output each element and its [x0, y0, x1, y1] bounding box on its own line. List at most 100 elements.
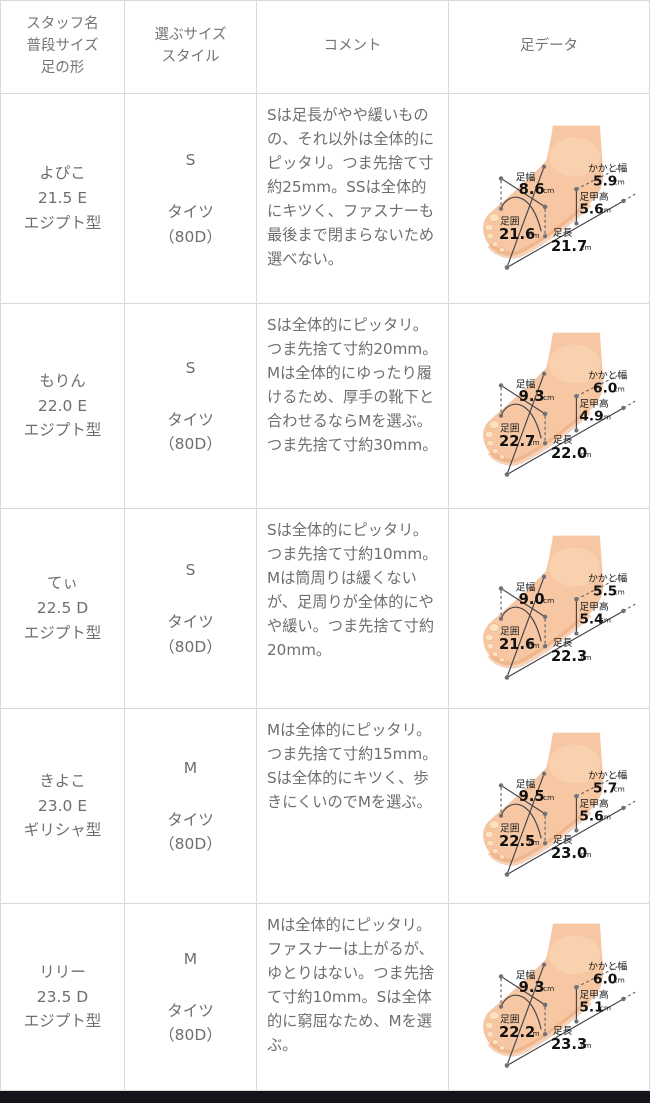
foot-measurement-diagram: 足幅 8.6 cm かかと幅 5.9 cm 足甲高 5.6 cm 足囲 21.6… — [483, 125, 636, 270]
header-staff-label: スタッフ名 普段サイズ 足の形 — [26, 16, 99, 76]
chosen-denier: （80D） — [159, 835, 222, 853]
comment-cell: Sは全体的にピッタリ。つま先捨て寸約20mm。Mは全体的にゆったり履けるため、厚… — [256, 304, 448, 509]
fit-comment: Sは足長がやや緩いものの、それ以外は全体的にピッタリ。つま先捨て寸約25mm。S… — [267, 106, 435, 269]
measurement-lines — [498, 962, 636, 1068]
measurement-labels: 足幅 9.3 cm かかと幅 6.0 cm 足甲高 4.9 cm 足囲 22.7… — [499, 369, 627, 462]
foot-length-label: 足長 — [553, 434, 573, 446]
heel-width-label: かかと幅 — [588, 960, 627, 973]
instep-height-unit: cm — [600, 205, 611, 214]
foot-girth-unit: cm — [528, 1029, 539, 1038]
foot-length-value: 23.3 — [551, 1036, 587, 1053]
table-row: もりん 22.0 E エジプト型 S タイツ （80D） Sは全体的にピッタリ。… — [0, 304, 650, 509]
foot-girth-value: 22.7 — [499, 433, 535, 450]
measurement-labels: 足幅 9.3 cm かかと幅 6.0 cm 足甲高 5.1 cm 足囲 22.2… — [499, 960, 627, 1053]
table-body: よぴこ 21.5 E エジプト型 S タイツ （80D） Sは足長がやや緩いもの… — [0, 94, 650, 1091]
foot-girth-value: 22.5 — [499, 833, 535, 850]
foot-width-unit: cm — [543, 596, 554, 605]
staff-name: てぃ — [46, 574, 78, 593]
foot-length-label: 足長 — [553, 1025, 573, 1037]
staff-usual-size: 22.5 D — [36, 599, 89, 618]
foot-width-unit: cm — [543, 186, 554, 195]
fit-comment: Mは全体的にピッタリ。つま先捨て寸約15mm。Sは全体的にキツく、歩きにくいので… — [267, 721, 438, 812]
foot-length-value: 23.0 — [551, 845, 587, 862]
chosen-size: S — [185, 561, 196, 580]
heel-width-unit: cm — [614, 975, 625, 984]
heel-width-unit: cm — [614, 177, 625, 186]
foot-girth-unit: cm — [528, 641, 539, 650]
foot-girth-value: 22.2 — [499, 1024, 535, 1041]
foot-data-cell: 足幅 9.3 cm かかと幅 6.0 cm 足甲高 5.1 cm 足囲 22.2… — [448, 904, 650, 1091]
chosen-size-cell: S タイツ （80D） — [124, 304, 256, 509]
foot-girth-label: 足囲 — [500, 1013, 520, 1025]
chosen-style: タイツ — [167, 1001, 214, 1020]
instep-height-label: 足甲高 — [579, 599, 609, 612]
measurement-lines — [498, 771, 636, 877]
foot-girth-label: 足囲 — [500, 422, 520, 434]
staff-cell: よぴこ 21.5 E エジプト型 — [0, 94, 124, 304]
foot-illustration — [483, 332, 604, 466]
heel-width-label: かかと幅 — [588, 571, 627, 584]
bottom-dark-bar — [0, 1091, 650, 1103]
staff-foot-shape: エジプト型 — [23, 213, 102, 232]
table-header-row: スタッフ名 普段サイズ 足の形 選ぶサイズ スタイル コメント 足データ — [0, 1, 650, 94]
instep-height-label: 足甲高 — [579, 797, 609, 810]
heel-width-value: 6.0 — [593, 971, 617, 987]
measurement-lines — [498, 371, 636, 477]
foot-width-unit: cm — [543, 793, 554, 802]
staff-usual-size: 21.5 E — [37, 189, 88, 208]
instep-height-unit: cm — [600, 615, 611, 624]
foot-girth-label: 足囲 — [500, 822, 520, 834]
foot-length-unit: cm — [580, 850, 591, 859]
instep-height-value: 4.9 — [579, 409, 603, 425]
foot-width-label: 足幅 — [516, 170, 536, 183]
fit-comment: Sは全体的にピッタリ。つま先捨て寸約10mm。Mは筒周りは緩くないが、足周りが全… — [267, 521, 438, 660]
staff-usual-size: 22.0 E — [37, 396, 88, 415]
foot-length-label: 足長 — [553, 227, 573, 239]
staff-foot-shape: エジプト型 — [23, 421, 102, 440]
heel-width-value: 6.0 — [593, 380, 617, 396]
measurement-labels: 足幅 9.5 cm かかと幅 5.7 cm 足甲高 5.6 cm 足囲 22.5… — [499, 769, 627, 862]
header-cell-foot-data: 足データ — [448, 1, 650, 94]
instep-height-label: 足甲高 — [579, 189, 609, 202]
foot-girth-label: 足囲 — [500, 215, 520, 227]
comment-cell: Mは全体的にピッタリ。ファスナーは上がるが、ゆとりはない。つま先捨て寸約10mm… — [256, 904, 448, 1091]
chosen-style: タイツ — [167, 810, 214, 829]
measurement-labels: 足幅 8.6 cm かかと幅 5.9 cm 足甲高 5.6 cm 足囲 21.6… — [499, 161, 627, 254]
header-cell-staff: スタッフ名 普段サイズ 足の形 — [0, 1, 124, 94]
foot-width-value: 9.3 — [519, 979, 545, 996]
foot-illustration — [483, 732, 604, 866]
foot-data-cell: 足幅 8.6 cm かかと幅 5.9 cm 足甲高 5.6 cm 足囲 21.6… — [448, 94, 650, 304]
chosen-denier: （80D） — [159, 1026, 222, 1044]
foot-width-unit: cm — [543, 984, 554, 993]
foot-length-unit: cm — [580, 242, 591, 251]
foot-girth-value: 21.6 — [499, 226, 535, 243]
foot-width-unit: cm — [543, 393, 554, 402]
staff-name: よぴこ — [39, 164, 86, 183]
heel-width-label: かかと幅 — [588, 369, 627, 382]
foot-girth-value: 21.6 — [499, 636, 535, 653]
instep-height-unit: cm — [600, 413, 611, 422]
heel-width-label: かかと幅 — [588, 769, 627, 782]
staff-foot-shape: ギリシャ型 — [23, 821, 102, 840]
chosen-size-cell: S タイツ （80D） — [124, 94, 256, 304]
heel-width-value: 5.9 — [593, 173, 617, 189]
header-cell-comment: コメント — [256, 1, 448, 94]
staff-cell: もりん 22.0 E エジプト型 — [0, 304, 124, 509]
chosen-size: M — [183, 949, 198, 968]
instep-height-value: 5.1 — [579, 1000, 603, 1016]
measurement-labels: 足幅 9.0 cm かかと幅 5.5 cm 足甲高 5.4 cm 足囲 21.6… — [499, 571, 627, 664]
foot-length-value: 22.0 — [551, 445, 587, 462]
instep-height-unit: cm — [600, 1004, 611, 1013]
foot-width-value: 9.5 — [519, 788, 545, 805]
foot-length-value: 22.3 — [551, 647, 587, 664]
measurement-lines — [498, 164, 636, 270]
chosen-size-cell: S タイツ （80D） — [124, 509, 256, 709]
foot-width-label: 足幅 — [516, 377, 536, 390]
foot-illustration — [483, 535, 604, 669]
foot-width-label: 足幅 — [516, 777, 536, 790]
staff-usual-size: 23.0 E — [37, 796, 88, 815]
chosen-size: S — [185, 358, 196, 377]
comment-cell: Sは足長がやや緩いものの、それ以外は全体的にピッタリ。つま先捨て寸約25mm。S… — [256, 94, 448, 304]
staff-name: もりん — [39, 371, 86, 390]
